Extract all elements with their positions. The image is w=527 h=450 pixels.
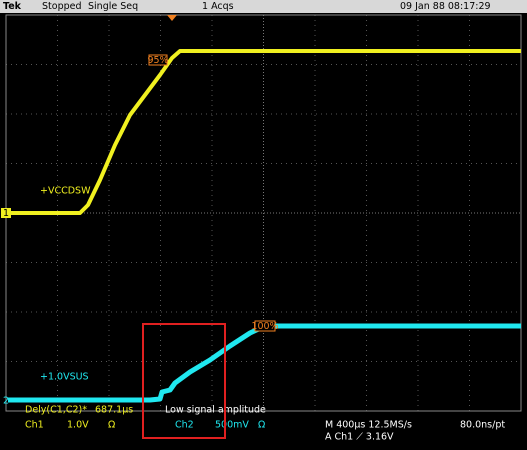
ch2-coupling: Ω: [258, 420, 265, 431]
ch2-marker-label: 2: [3, 396, 9, 407]
resolution: 80.0ns/pt: [460, 420, 505, 431]
annotation: Low signal amplitude: [165, 405, 266, 416]
acq-count: 1 Acqs: [202, 1, 234, 12]
ch2-level-label: 100%: [251, 321, 278, 332]
timestamp: 09 Jan 88 08:17:29: [400, 1, 491, 12]
ch1-label: +VCCDSW: [40, 186, 91, 197]
ch2-scale: 500mV: [215, 420, 249, 431]
brand: Tek: [3, 1, 22, 12]
ch2-trace: [8, 323, 521, 403]
ch2-label: +1.0VSUS: [40, 372, 89, 383]
trigger-marker: [167, 15, 177, 21]
timebase: M 400µs 12.5MS/s: [325, 420, 412, 431]
measurement-value: 687.1µs: [95, 405, 133, 416]
ch1-name: Ch1: [25, 420, 44, 431]
graticule: [6, 15, 521, 411]
run-state: Stopped: [42, 1, 82, 12]
ch1-marker-label: 1: [3, 208, 9, 219]
measurement-name: Dely(C1,C2)*: [25, 405, 87, 416]
status-bar: [0, 0, 527, 13]
trigger-readout: A Ch1 ⟋ 3.16V: [325, 432, 394, 443]
ch1-coupling: Ω: [108, 420, 115, 431]
ch1-level-label: 95%: [147, 55, 168, 66]
ch1-ground-marker: [1, 208, 11, 218]
acq-mode: Single Seq: [88, 1, 138, 12]
ch1-level-box: [148, 54, 168, 66]
ch1-trace: [8, 49, 521, 215]
ch1-scale: 1.0V: [67, 420, 89, 431]
highlight-box: [142, 323, 226, 439]
ch2-level-box: [254, 320, 276, 332]
ch2-name: Ch2: [175, 420, 194, 431]
